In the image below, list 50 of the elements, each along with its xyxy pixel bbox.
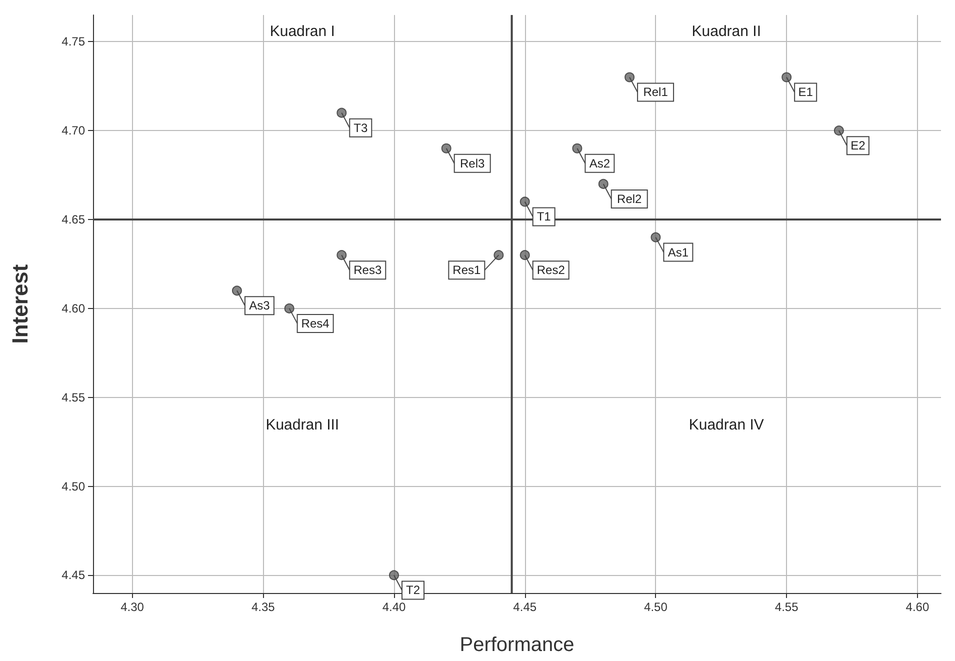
annotation: Rel2 bbox=[617, 192, 642, 206]
x-tick-label: 4.55 bbox=[774, 600, 799, 614]
x-tick-label: 4.60 bbox=[906, 600, 930, 614]
point bbox=[520, 196, 530, 207]
annotation: Kuadran II bbox=[692, 22, 761, 40]
annotation: Rel1 bbox=[643, 85, 668, 100]
y-tick-label: 4.45 bbox=[62, 568, 86, 582]
annotation: T2 bbox=[406, 583, 420, 598]
y-tick-label: 4.75 bbox=[62, 34, 86, 49]
x-tick-label: 4.50 bbox=[644, 600, 668, 614]
y-tick-label: 4.65 bbox=[62, 212, 86, 227]
point bbox=[650, 232, 661, 242]
x-tick-label: 4.45 bbox=[513, 600, 537, 614]
annotation: Res2 bbox=[536, 263, 566, 278]
x-tick-label: 4.30 bbox=[120, 600, 144, 614]
x-axis-title: Performance bbox=[460, 634, 574, 656]
point bbox=[441, 143, 452, 154]
y-tick-label: 4.55 bbox=[62, 390, 86, 404]
point bbox=[520, 250, 530, 260]
point bbox=[232, 286, 242, 296]
annotation: Kuadran III bbox=[266, 416, 340, 434]
point bbox=[494, 250, 504, 260]
y-axis-title: Interest bbox=[8, 264, 32, 344]
y-tick-label: 4.60 bbox=[62, 301, 86, 316]
point bbox=[782, 72, 792, 82]
y-tick-label: 4.70 bbox=[62, 124, 86, 138]
x-tick-label: 4.35 bbox=[251, 600, 276, 614]
annotation: As2 bbox=[589, 156, 610, 170]
annotation: T1 bbox=[536, 210, 552, 224]
annotation: Kuadran I bbox=[270, 22, 335, 40]
annotation: E2 bbox=[850, 138, 866, 153]
annotation: E1 bbox=[798, 85, 814, 100]
point bbox=[572, 143, 582, 154]
point bbox=[834, 126, 844, 136]
annotation: Res3 bbox=[354, 263, 382, 278]
annotation: T3 bbox=[354, 120, 368, 135]
annotation: Res4 bbox=[301, 316, 330, 330]
point bbox=[598, 178, 608, 189]
annotation: Kuadran IV bbox=[688, 416, 764, 434]
point bbox=[388, 570, 399, 580]
x-tick-label: 4.40 bbox=[382, 600, 406, 614]
point bbox=[336, 108, 347, 118]
point bbox=[624, 72, 635, 82]
annotation: As3 bbox=[249, 298, 270, 313]
annotation: As1 bbox=[668, 245, 689, 260]
annotation: Rel3 bbox=[460, 156, 485, 170]
y-tick-label: 4.50 bbox=[62, 479, 86, 494]
annotation: Res1 bbox=[452, 263, 482, 278]
point bbox=[336, 250, 347, 260]
point bbox=[284, 303, 294, 314]
